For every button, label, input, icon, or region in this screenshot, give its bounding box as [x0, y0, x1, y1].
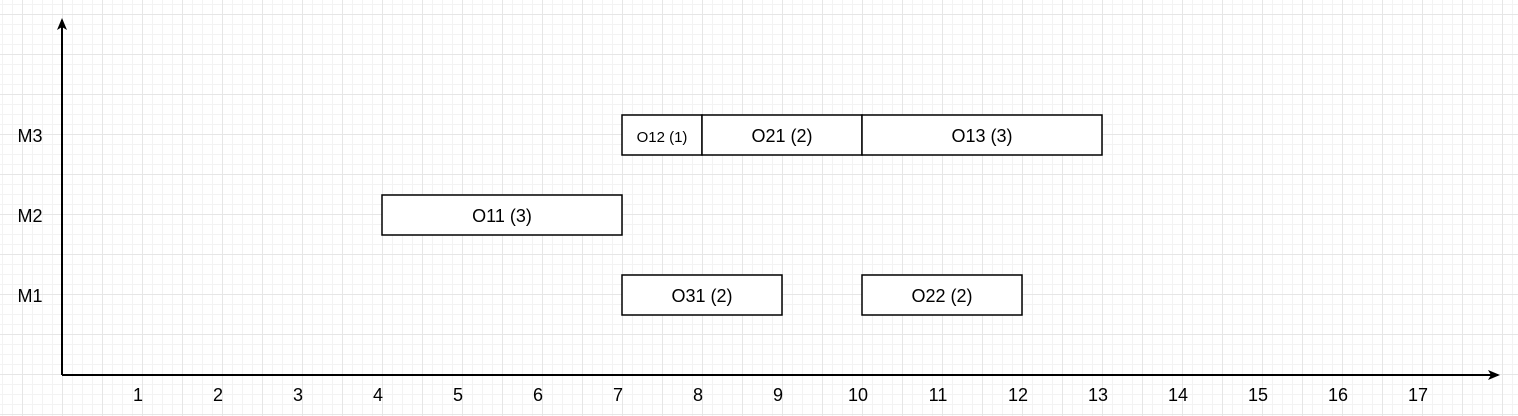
machine-label-m3: M3 [17, 126, 42, 146]
operation-bar-o12: O12 (1) [621, 114, 703, 156]
machine-label-m1: M1 [17, 286, 42, 306]
operation-bar-rect [621, 274, 783, 316]
machine-label-m2: M2 [17, 206, 42, 226]
machine-labels: M1 M2 M3 [17, 126, 42, 306]
x-tick-label: 16 [1328, 385, 1348, 405]
x-tick-labels: 1 2 3 4 5 6 7 8 9 10 11 12 13 14 15 16 17 [133, 385, 1428, 405]
x-tick-label: 1 [133, 385, 143, 405]
x-tick-label: 10 [848, 385, 868, 405]
operation-bar-o11: O11 (3) [381, 194, 623, 236]
x-tick-label: 4 [373, 385, 383, 405]
x-tick-label: 2 [213, 385, 223, 405]
x-tick-label: 14 [1168, 385, 1188, 405]
operation-bar-o31: O31 (2) [621, 274, 783, 316]
x-tick-label: 7 [613, 385, 623, 405]
operation-label: O21 (2) [751, 126, 812, 146]
x-tick-label: 13 [1088, 385, 1108, 405]
operation-bar-rect [861, 274, 1023, 316]
x-tick-label: 12 [1008, 385, 1028, 405]
operation-label: O11 (3) [472, 206, 532, 226]
x-tick-label: 5 [453, 385, 463, 405]
operation-bars: O12 (1) O21 (2) O13 (3) O11 (3) O31 (2) O22 (… [381, 114, 1103, 316]
x-tick-label: 8 [693, 385, 703, 405]
x-tick-label: 6 [533, 385, 543, 405]
x-tick-label: 17 [1408, 385, 1428, 405]
operation-bar-rect [861, 114, 1103, 156]
operation-label: O31 (2) [671, 286, 732, 306]
operation-label: O12 (1) [637, 129, 688, 146]
operation-bar-rect [701, 114, 863, 156]
x-tick-label: 3 [293, 385, 303, 405]
operation-bar-rect [381, 194, 623, 236]
operation-bar-o21: O21 (2) [701, 114, 863, 156]
operation-bar-o22: O22 (2) [861, 274, 1023, 316]
x-tick-label: 11 [929, 385, 948, 405]
operation-label: O22 (2) [911, 286, 972, 306]
x-tick-label: 9 [773, 385, 783, 405]
operation-label: O13 (3) [951, 126, 1012, 146]
x-tick-label: 15 [1248, 385, 1268, 405]
operation-bar-o13: O13 (3) [861, 114, 1103, 156]
